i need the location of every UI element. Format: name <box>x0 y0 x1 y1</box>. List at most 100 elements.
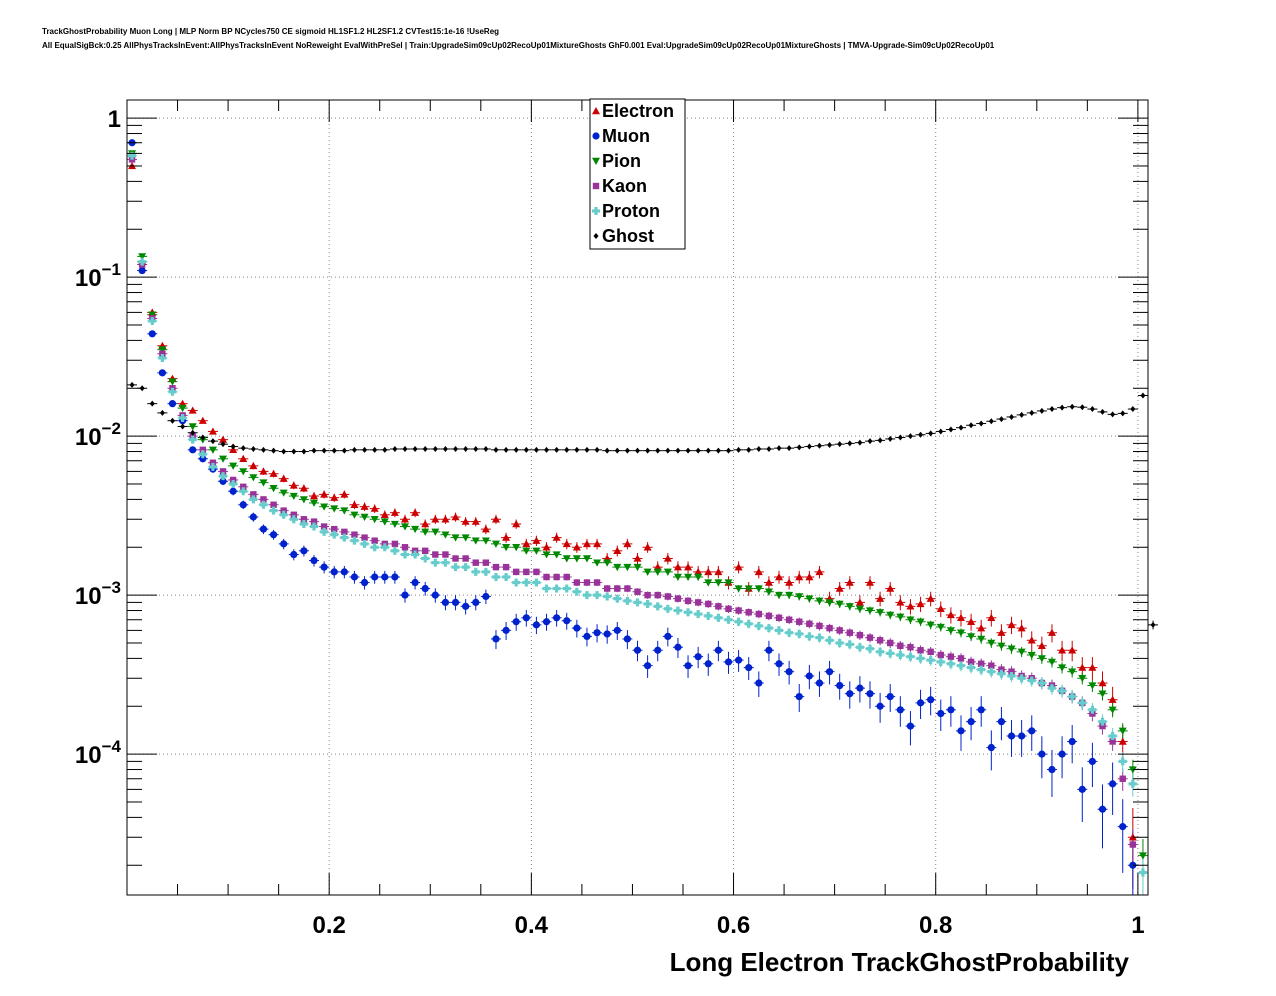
proton-marker <box>158 353 167 362</box>
pion-marker <box>502 544 511 552</box>
pion-marker <box>148 311 157 319</box>
ghost-marker <box>301 448 307 455</box>
electron-marker <box>259 467 268 475</box>
electron-marker <box>310 492 319 500</box>
proton-marker <box>673 606 682 615</box>
electron-marker <box>926 594 935 602</box>
marker-bar <box>271 506 276 515</box>
pion-marker <box>360 513 369 521</box>
ghost-marker <box>1150 621 1156 628</box>
electron-marker <box>542 543 551 551</box>
marker-bar <box>888 649 892 658</box>
proton-marker <box>704 611 713 620</box>
electron-marker <box>552 533 561 541</box>
error-bars <box>127 141 1159 895</box>
kaon-marker <box>219 468 227 475</box>
pion-marker <box>461 534 470 542</box>
marker-bar <box>474 567 478 576</box>
marker-bar <box>1121 757 1125 766</box>
proton-marker <box>1078 698 1087 707</box>
marker-bar <box>494 573 498 581</box>
pion-marker <box>421 528 430 536</box>
marker-bar <box>1060 686 1064 695</box>
ghost-marker <box>230 443 236 450</box>
pion-marker <box>663 568 672 576</box>
kaon-marker <box>644 591 651 599</box>
ghost-marker <box>827 441 833 448</box>
y-tick-label: 10−3 <box>75 578 121 610</box>
ghost-marker <box>918 431 924 438</box>
proton-marker <box>481 567 490 576</box>
muon-marker <box>502 626 510 634</box>
marker-bar <box>1131 779 1135 788</box>
marker-bar <box>261 500 266 509</box>
marker-bar <box>848 640 852 649</box>
marker-bar <box>352 536 357 545</box>
muon-marker <box>937 709 945 718</box>
electron-marker <box>208 427 217 435</box>
electron-marker <box>866 578 875 586</box>
ghost-marker <box>756 445 762 452</box>
ghost-marker <box>594 446 600 453</box>
kaon-marker <box>573 579 581 586</box>
proton-marker <box>694 610 703 619</box>
proton-marker <box>219 472 228 481</box>
muon-marker <box>785 668 793 676</box>
proton-marker <box>754 621 763 630</box>
ghost-marker <box>877 437 883 444</box>
ghost-marker <box>1039 407 1045 414</box>
proton-marker <box>1138 868 1147 877</box>
kaon-marker <box>836 627 843 634</box>
kaon-marker <box>705 600 712 608</box>
electron-marker <box>714 567 723 576</box>
electron-marker <box>977 624 986 632</box>
x-axis-label: Long Electron TrackGhostProbability <box>670 947 1130 977</box>
pion-marker <box>310 499 319 507</box>
ghost-marker <box>1059 404 1065 411</box>
pion-marker <box>431 528 440 536</box>
kaon-marker <box>664 593 672 600</box>
legend-label-ghost: Ghost <box>602 226 654 246</box>
electron-marker <box>987 613 996 622</box>
ghost-marker <box>938 428 944 435</box>
kaon-marker <box>866 634 874 641</box>
pion-marker <box>1108 706 1117 714</box>
marker-bar <box>868 644 872 653</box>
muon-marker <box>654 646 662 654</box>
pion-marker <box>785 591 794 600</box>
marker-bar <box>929 656 933 665</box>
proton-marker <box>198 450 207 459</box>
marker-bar <box>979 665 983 674</box>
proton-marker <box>471 567 480 576</box>
proton-marker <box>572 587 581 596</box>
data-markers <box>128 139 1156 877</box>
electron-marker <box>198 416 207 424</box>
pion-marker <box>411 525 420 534</box>
electron-marker <box>441 515 450 523</box>
ghost-marker <box>675 447 681 454</box>
marker-bar <box>757 621 761 630</box>
marker-bar <box>595 591 599 600</box>
ghost-marker <box>311 447 317 454</box>
proton-marker <box>936 657 945 666</box>
marker-bar <box>484 567 488 576</box>
marker-bar <box>1009 671 1014 680</box>
proton-marker <box>643 599 652 608</box>
pion-marker <box>552 551 561 559</box>
ghost-marker <box>685 447 691 454</box>
pion-marker <box>481 537 490 545</box>
marker-bar <box>747 619 751 628</box>
pion-marker <box>704 579 713 587</box>
pion-marker <box>208 446 217 454</box>
marker-bar <box>403 550 407 559</box>
pion-marker <box>269 485 278 493</box>
muon-marker <box>229 487 237 495</box>
pion-marker <box>188 423 197 431</box>
electron-marker <box>370 504 379 512</box>
kaon-marker <box>240 483 247 490</box>
kaon-marker <box>512 568 520 576</box>
electron-marker <box>764 578 773 586</box>
proton-marker <box>552 584 561 593</box>
marker-bar <box>201 450 205 459</box>
